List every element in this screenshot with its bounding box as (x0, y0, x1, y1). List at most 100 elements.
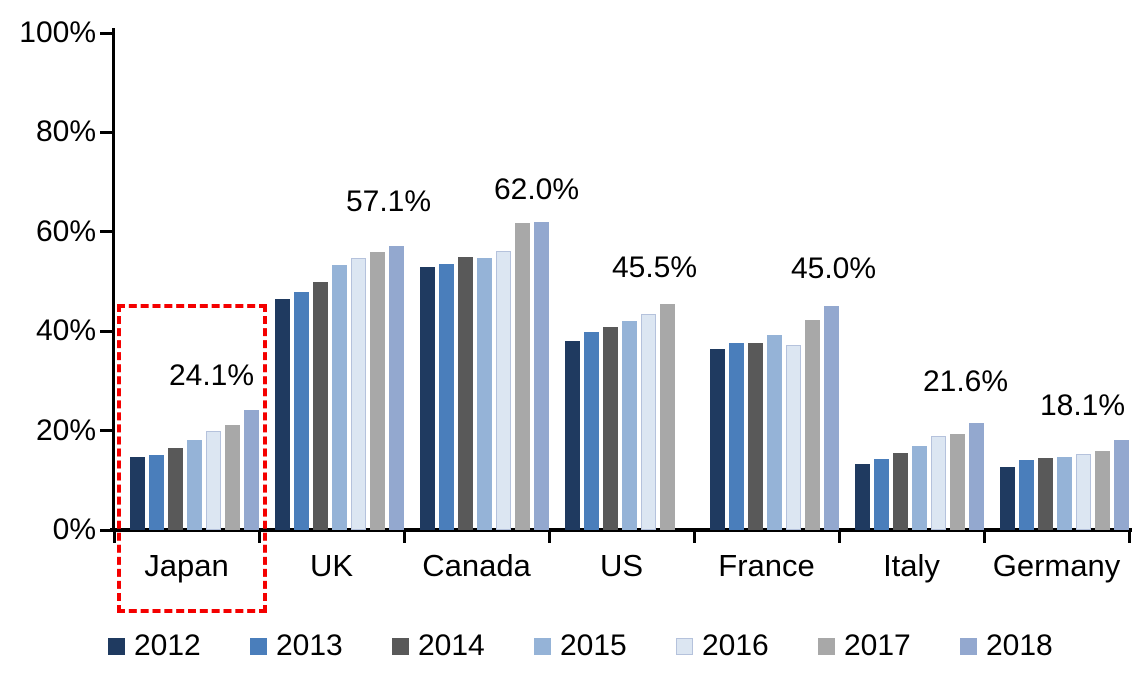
bar-italy-2015 (912, 446, 927, 530)
legend-item-2017: 2017 (818, 629, 911, 663)
legend-item-2012: 2012 (108, 629, 201, 663)
bar-italy-2012 (855, 463, 870, 530)
x-axis-tick (838, 530, 841, 543)
bar-us-2014 (603, 327, 618, 530)
category-label-germany: Germany (992, 548, 1121, 583)
bar-japan-2016 (206, 430, 221, 530)
bar-japan-2012 (130, 456, 145, 530)
bar-uk-2013 (294, 291, 309, 530)
legend-label-2016: 2016 (702, 629, 769, 662)
legend-swatch-2015 (534, 637, 551, 655)
bar-germany-2012 (1000, 466, 1015, 530)
category-label-us: US (599, 548, 644, 583)
bar-germany-2017 (1095, 450, 1110, 530)
category-label-canada: Canada (422, 548, 531, 583)
y-axis-line (112, 28, 115, 532)
bar-us-2017 (660, 303, 675, 530)
bar-germany-2018 (1114, 440, 1129, 530)
value-label-canada: 62.0% (493, 172, 580, 206)
bar-canada-2016 (496, 250, 511, 530)
legend-label-2018: 2018 (986, 629, 1053, 662)
y-axis-tick (100, 230, 114, 234)
legend-label-2015: 2015 (560, 629, 627, 662)
bar-japan-2017 (225, 424, 240, 530)
category-label-italy: Italy (883, 548, 940, 583)
bar-france-2017 (805, 319, 820, 530)
bar-uk-2012 (275, 299, 290, 530)
y-axis-tick-label: 60% (35, 214, 96, 248)
bar-us-2015 (622, 321, 637, 530)
bar-uk-2018 (389, 246, 404, 530)
bar-us-2016 (641, 314, 656, 530)
bar-canada-2015 (477, 258, 492, 530)
bar-italy-2017 (950, 433, 965, 530)
bar-canada-2012 (420, 266, 435, 530)
bar-germany-2015 (1057, 456, 1072, 530)
bar-france-2016 (786, 344, 801, 530)
bar-italy-2014 (893, 452, 908, 530)
legend-label-2017: 2017 (844, 629, 911, 662)
bar-france-2015 (767, 334, 782, 530)
bar-germany-2013 (1019, 460, 1034, 530)
y-axis-tick-label: 80% (35, 115, 96, 149)
legend-label-2014: 2014 (418, 629, 485, 662)
category-label-france: France (718, 548, 815, 583)
bar-japan-2014 (168, 447, 183, 530)
bar-france-2012 (710, 348, 725, 530)
y-axis-tick (100, 130, 114, 134)
bar-france-2013 (729, 342, 744, 530)
category-label-uk: UK (309, 548, 354, 583)
y-axis-tick-label: 40% (35, 314, 96, 348)
bar-uk-2014 (313, 281, 328, 530)
y-axis-tick (100, 528, 114, 532)
y-axis-tick (100, 429, 114, 433)
category-label-japan: Japan (144, 548, 229, 583)
bar-uk-2015 (332, 264, 347, 530)
legend-swatch-2012 (108, 637, 125, 655)
y-axis-tick-label: 0% (52, 513, 96, 546)
bar-canada-2017 (515, 222, 530, 530)
legend-swatch-2013 (250, 637, 267, 655)
value-label-uk: 57.1% (345, 185, 432, 219)
bar-japan-2015 (187, 440, 202, 530)
bar-canada-2018 (534, 221, 549, 530)
bar-us-2012 (565, 341, 580, 530)
x-axis-tick (403, 530, 406, 543)
bar-france-2014 (748, 343, 763, 530)
bar-japan-2018 (244, 410, 259, 530)
legend-swatch-2017 (818, 637, 835, 655)
value-label-germany: 18.1% (1039, 389, 1126, 423)
y-axis-tick-label: 20% (35, 413, 96, 447)
legend-item-2018: 2018 (960, 629, 1053, 663)
legend-item-2014: 2014 (392, 629, 485, 663)
bar-germany-2016 (1076, 453, 1091, 530)
legend-item-2013: 2013 (250, 629, 343, 663)
x-axis-tick (258, 530, 261, 543)
bar-italy-2016 (931, 435, 946, 530)
legend-swatch-2018 (960, 637, 977, 655)
legend-item-2015: 2015 (534, 629, 627, 663)
x-axis-line (110, 528, 1132, 532)
x-axis-tick (693, 530, 696, 543)
value-label-japan: 24.1% (168, 359, 255, 393)
bar-uk-2017 (370, 251, 385, 530)
bar-italy-2013 (874, 458, 889, 530)
legend-swatch-2016 (676, 637, 693, 655)
bar-canada-2013 (439, 264, 454, 530)
x-axis-tick (1128, 530, 1131, 543)
legend-label-2013: 2013 (276, 629, 343, 662)
bar-germany-2014 (1038, 458, 1053, 530)
bar-us-2013 (584, 332, 599, 530)
x-axis-tick (113, 530, 116, 543)
y-axis-tick-label: 100% (19, 16, 96, 49)
legend-label-2012: 2012 (134, 629, 201, 662)
x-axis-tick (548, 530, 551, 543)
bar-france-2018 (824, 306, 839, 530)
y-axis-tick (100, 329, 114, 333)
y-axis-tick (100, 31, 114, 35)
value-label-italy: 21.6% (922, 364, 1009, 398)
value-label-us: 45.5% (611, 250, 698, 284)
legend-item-2016: 2016 (676, 629, 769, 663)
bar-uk-2016 (351, 258, 366, 530)
